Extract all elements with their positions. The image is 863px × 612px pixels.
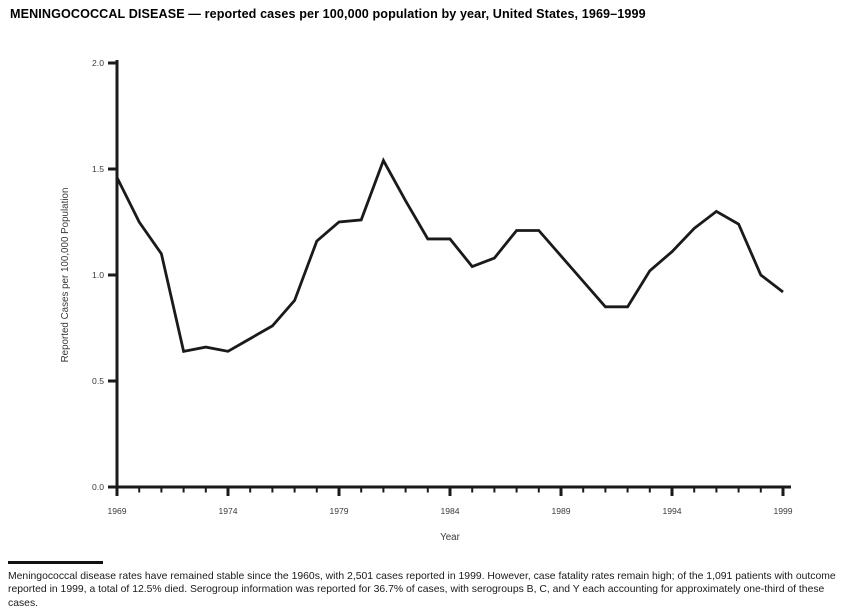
x-tick-label: 1969 — [107, 506, 126, 516]
y-tick-label: 2.0 — [92, 58, 104, 68]
footnote-divider — [8, 561, 103, 564]
x-tick-label: 1984 — [440, 506, 459, 516]
data-line — [115, 157, 784, 353]
x-tick-label: 1974 — [218, 506, 237, 516]
chart-title: MENINGOCOCCAL DISEASE — reported cases p… — [10, 7, 646, 21]
y-axis-title: Reported Cases per 100,000 Population — [60, 188, 71, 363]
y-tick-label: 0.5 — [92, 376, 104, 386]
y-tick-label: 1.5 — [92, 164, 104, 174]
footnote-text: Meningococcal disease rates have remaine… — [8, 571, 836, 609]
x-tick-label: 1989 — [551, 506, 570, 516]
x-tick-label: 1994 — [662, 506, 681, 516]
y-tick-label: 0.0 — [92, 482, 104, 492]
x-axis-title: Year — [440, 532, 461, 543]
x-tick-label: 1999 — [773, 506, 792, 516]
y-tick-label: 1.0 — [92, 270, 104, 280]
x-tick-label: 1979 — [329, 506, 348, 516]
